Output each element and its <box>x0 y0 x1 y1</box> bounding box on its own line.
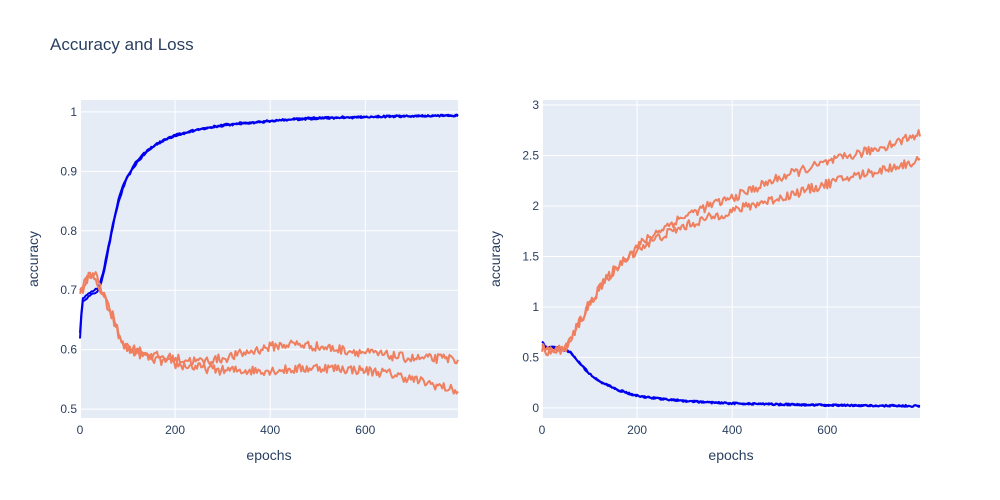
y-tick-label: 0.5 <box>522 350 539 364</box>
x-tick-label: 600 <box>817 423 837 437</box>
y-tick-label: 2.5 <box>522 149 539 163</box>
y-tick-label: 0 <box>532 401 539 415</box>
y-tick-label: 0.5 <box>60 402 77 416</box>
gridlines <box>79 100 458 418</box>
validation-series-line <box>541 156 921 357</box>
y-tick-label: 1 <box>532 300 539 314</box>
y-tick-label: 0.8 <box>60 224 77 238</box>
y-tick-label: 1.5 <box>522 249 539 263</box>
validation-series-line <box>79 271 459 395</box>
gridlines <box>541 100 920 418</box>
x-tick-label: 0 <box>77 423 84 437</box>
series-lines <box>541 129 921 408</box>
tick-labels: 0 200 400 600 0 0.5 1 1.5 2 2.5 3 <box>522 98 837 437</box>
y-tick-label: 0.9 <box>60 164 77 178</box>
training-series-line <box>79 113 459 333</box>
y-axis-title: accuracy <box>25 231 41 287</box>
x-tick-label: 200 <box>165 423 185 437</box>
y-tick-label: 1 <box>70 105 77 119</box>
x-tick-label: 0 <box>539 423 546 437</box>
training-series-line <box>541 344 921 408</box>
y-tick-label: 3 <box>532 98 539 112</box>
tick-labels: 0 200 400 600 0.5 0.6 0.7 0.8 0.9 1 <box>60 105 375 437</box>
y-tick-label: 0.7 <box>60 283 77 297</box>
accuracy-subplot: 0 200 400 600 0.5 0.6 0.7 0.8 0.9 1 epochs accura… <box>25 100 459 463</box>
loss-subplot: 0 200 400 600 0 0.5 1 1.5 2 2.5 3 epochs accuracy <box>487 98 921 463</box>
x-axis-title: epochs <box>246 447 291 463</box>
validation-series-line <box>79 271 459 366</box>
plot-background <box>542 100 920 418</box>
y-tick-label: 0.6 <box>60 343 77 357</box>
x-tick-label: 400 <box>722 423 742 437</box>
y-axis-title: accuracy <box>487 231 503 287</box>
x-axis-title: epochs <box>708 447 753 463</box>
y-tick-label: 2 <box>532 199 539 213</box>
series-lines <box>79 113 459 395</box>
figure-title: Accuracy and Loss <box>50 35 194 54</box>
x-tick-label: 400 <box>260 423 280 437</box>
x-tick-label: 600 <box>355 423 375 437</box>
x-tick-label: 200 <box>627 423 647 437</box>
